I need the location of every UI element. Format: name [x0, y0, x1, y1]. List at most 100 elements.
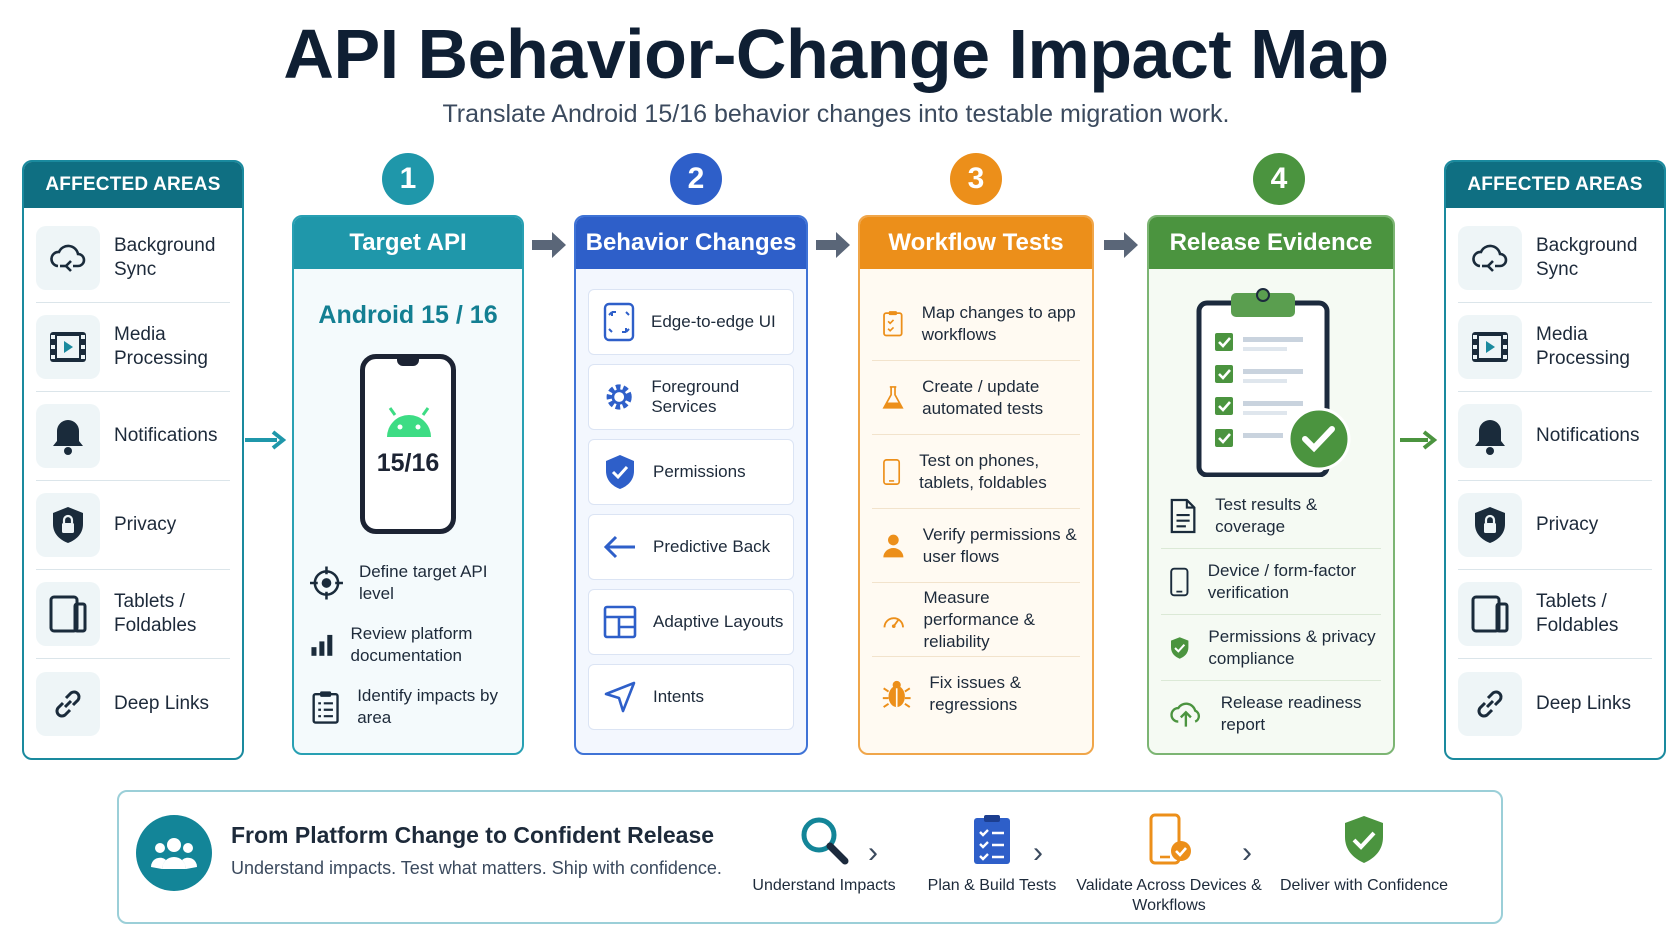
clipboard-icon — [907, 812, 1077, 868]
team-icon — [136, 815, 212, 891]
tablet-icon — [36, 582, 100, 646]
shield-lock-icon — [1458, 493, 1522, 557]
item-label: Predictive Back — [653, 537, 771, 556]
item-label: Define target API level — [358, 562, 488, 603]
affected-areas-left-panel: AFFECTED AREAS Background Sync Media Pro… — [22, 160, 244, 760]
phone-illustration: 15/16 — [360, 354, 456, 534]
magnifier-icon — [739, 812, 909, 868]
cloud-sync-icon — [36, 226, 100, 290]
arrow-right-icon — [532, 232, 566, 258]
link-icon — [1458, 671, 1522, 736]
workflow-test-item: Map changes to app workflows — [872, 287, 1080, 361]
step-behavior-changes: Behavior Changes Edge-to-edge UI Foregro… — [574, 215, 808, 755]
cloud-sync-icon — [1458, 226, 1522, 290]
item-label: Map changes to app workflows — [921, 302, 1076, 344]
step-title: Workflow Tests — [860, 217, 1092, 269]
item-label: Fix issues & regressions — [929, 673, 1022, 714]
affected-area-tablets-foldables: Tablets / Foldables — [36, 570, 230, 659]
page-title: API Behavior-Change Impact Map — [283, 15, 1389, 93]
item-label: Test results & coverage — [1215, 494, 1318, 536]
arrow-right-icon — [245, 430, 287, 450]
gear-icon — [606, 384, 632, 410]
release-evidence-item: Permissions & privacy compliance — [1161, 615, 1381, 681]
target-icon — [310, 566, 343, 600]
step-badge-3: 3 — [950, 153, 1002, 205]
step-workflow-tests: Workflow Tests Map changes to app workfl… — [858, 215, 1094, 755]
behavior-change-item: Permissions — [588, 439, 794, 505]
step-release-evidence: Release Evidence Test results & coverage — [1147, 215, 1395, 755]
step-title: Target API — [294, 217, 522, 269]
step-badge-2: 2 — [670, 153, 722, 205]
target-api-item: Define target API level — [310, 552, 522, 614]
send-icon — [604, 681, 636, 713]
user-icon — [883, 534, 904, 557]
affected-area-label: Privacy — [114, 514, 177, 535]
item-label: Create / update automated tests — [922, 376, 1044, 418]
behavior-change-item: Predictive Back — [588, 514, 794, 580]
item-label: Device / form-factor verification — [1207, 560, 1357, 602]
affected-area-label: Tablets / Foldables — [1536, 591, 1619, 636]
banner-step-plan: Plan & Build Tests — [907, 812, 1077, 896]
affected-area-tablets-foldables: Tablets / Foldables — [1458, 570, 1652, 659]
banner-step-label: Deliver with Confidence — [1279, 877, 1449, 894]
behavior-change-item: Edge-to-edge UI — [588, 289, 794, 355]
affected-area-label: Background Sync — [114, 235, 216, 280]
arrow-right-icon — [816, 232, 850, 258]
bell-icon — [1458, 404, 1522, 468]
affected-area-label: Deep Links — [114, 692, 210, 714]
affected-area-label: Tablets / Foldables — [114, 591, 197, 636]
item-label: Intents — [653, 687, 705, 706]
release-evidence-item: Device / form-factor verification — [1161, 549, 1381, 615]
affected-areas-heading: AFFECTED AREAS — [24, 162, 242, 208]
shield-check-icon — [1279, 812, 1449, 868]
item-label: Foreground Services — [651, 377, 740, 416]
affected-area-media-processing: Media Processing — [1458, 303, 1652, 392]
document-icon — [1170, 498, 1196, 533]
link-icon — [36, 671, 100, 736]
phone-version-text: 15/16 — [376, 449, 440, 477]
shield-lock-icon — [36, 493, 100, 557]
affected-area-background-sync: Background Sync — [1458, 214, 1652, 303]
banner-step-validate: Validate Across Devices & Workflows — [1069, 812, 1269, 916]
affected-area-label: Notifications — [114, 425, 218, 446]
summary-banner: From Platform Change to Confident Releas… — [117, 790, 1503, 924]
release-evidence-item: Test results & coverage — [1161, 483, 1381, 549]
item-label: Adaptive Layouts — [653, 612, 784, 631]
workflow-test-item: Create / update automated tests — [872, 361, 1080, 435]
bell-icon — [36, 404, 100, 468]
phone-check-icon — [1069, 812, 1269, 868]
affected-areas-right-panel: AFFECTED AREAS Background Sync Media Pro… — [1444, 160, 1666, 760]
banner-step-label: Validate Across Devices & Workflows — [1076, 877, 1262, 914]
affected-areas-heading: AFFECTED AREAS — [1446, 162, 1664, 208]
affected-area-privacy: Privacy — [1458, 481, 1652, 570]
shield-check-icon — [606, 455, 634, 489]
step-title: Release Evidence — [1149, 217, 1393, 269]
checklist-icon — [883, 310, 903, 336]
affected-area-notifications: Notifications — [36, 392, 230, 481]
affected-area-label: Notifications — [1536, 425, 1640, 446]
target-api-item: Identify impacts by area — [310, 676, 522, 738]
item-label: Permissions & privacy compliance — [1208, 626, 1376, 668]
clipboard-list-icon — [312, 691, 339, 724]
chevron-right-icon: › — [868, 836, 878, 869]
item-label: Identify impacts by area — [357, 686, 498, 727]
affected-area-media-processing: Media Processing — [36, 303, 230, 392]
target-api-item: Review platform documentation — [310, 614, 522, 676]
affected-area-label: Media Processing — [114, 324, 208, 369]
behavior-change-item: Adaptive Layouts — [588, 589, 794, 655]
item-label: Verify permissions & user flows — [922, 524, 1077, 566]
workflow-test-item: Verify permissions & user flows — [872, 509, 1080, 583]
banner-title: From Platform Change to Confident Releas… — [231, 822, 715, 848]
step-badge-4: 4 — [1253, 153, 1305, 205]
banner-step-label: Understand Impacts — [752, 877, 896, 894]
item-label: Release readiness report — [1220, 693, 1362, 734]
banner-step-understand: Understand Impacts — [739, 812, 909, 896]
item-label: Measure performance & reliability — [923, 587, 1035, 651]
affected-area-notifications: Notifications — [1458, 392, 1652, 481]
affected-area-deep-links: Deep Links — [36, 659, 230, 748]
release-evidence-item: Release readiness report — [1161, 681, 1381, 747]
edge-to-edge-icon — [603, 302, 635, 342]
affected-area-label: Media Processing — [1536, 324, 1630, 369]
affected-area-background-sync: Background Sync — [36, 214, 230, 303]
affected-area-deep-links: Deep Links — [1458, 659, 1652, 748]
